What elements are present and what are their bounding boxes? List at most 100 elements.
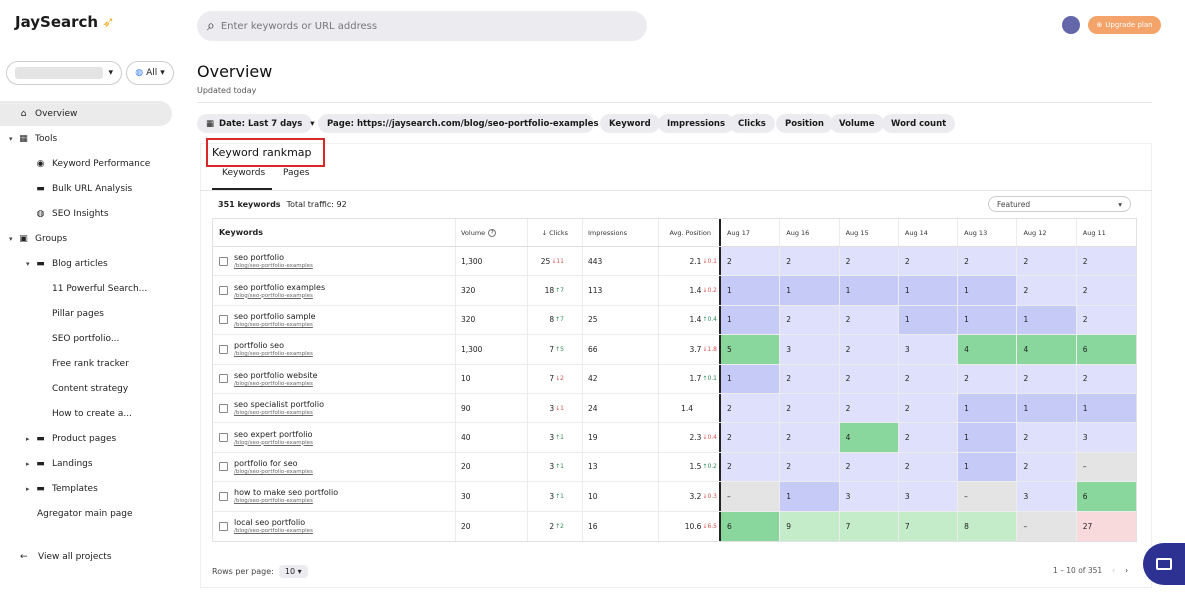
clicks-filter-chip[interactable]: Clicks — [729, 114, 775, 133]
volume-filter-chip[interactable]: Volume — [830, 114, 884, 133]
col-impressions[interactable]: Impressions — [583, 219, 659, 246]
col-avg-position[interactable]: Avg. Position — [659, 219, 721, 246]
sidebar-item-label: Overview — [35, 108, 78, 119]
sort-select[interactable]: Featured ▾ — [988, 196, 1131, 212]
search-bar[interactable]: ⌕ Enter keywords or URL address — [197, 11, 647, 41]
sidebar-item-groups[interactable]: ▾ ▣ Groups — [0, 226, 172, 251]
sidebar-item-blog-articles[interactable]: ▾ ▬ Blog articles — [0, 251, 172, 276]
rank-cell: 2 — [1076, 364, 1137, 393]
table-row[interactable]: local seo portfolio/blog/seo-portfolio-e… — [213, 511, 1137, 541]
sidebar-item-overview[interactable]: ⌂ Overview — [0, 101, 172, 126]
row-checkbox[interactable] — [219, 315, 228, 325]
row-checkbox[interactable] — [219, 521, 228, 531]
caret-down-icon[interactable]: ▾ — [9, 234, 13, 243]
rank-cell: 7 — [898, 511, 959, 541]
sidebar-item-11-powerful-search[interactable]: 11 Powerful Search... — [0, 276, 172, 301]
col-keywords[interactable]: Keywords — [213, 219, 456, 246]
keyword-url-link[interactable]: /blog/seo-portfolio-examples — [234, 321, 313, 328]
keyword-summary: 351 keywords Total traffic: 92 — [218, 200, 347, 209]
caret-right-icon[interactable]: ▸ — [26, 459, 30, 468]
impressions-filter-chip[interactable]: Impressions — [658, 114, 735, 133]
sidebar-item-tools[interactable]: ▾ ▦ Tools — [0, 126, 172, 151]
sidebar-item-pillar-pages[interactable]: Pillar pages — [0, 301, 172, 326]
sidebar-item-product-pages[interactable]: ▸ ▬ Product pages — [0, 426, 172, 451]
table-row[interactable]: portfolio seo/blog/seo-portfolio-example… — [213, 335, 1137, 365]
rank-cell: 4 — [839, 423, 899, 452]
keyword-url-link[interactable]: /blog/seo-portfolio-examples — [234, 351, 313, 358]
rank-cell: 1 — [720, 276, 781, 305]
keyword-url-link[interactable]: /blog/seo-portfolio-examples — [234, 468, 313, 475]
sidebar-item-templates[interactable]: ▸ ▬ Templates — [0, 476, 172, 501]
keyword-name: seo portfolio — [234, 253, 284, 263]
tab-pages[interactable]: Pages — [283, 168, 310, 178]
sidebar-item-keyword-performance[interactable]: ◉ Keyword Performance — [0, 151, 172, 176]
sidebar-item-label: Groups — [35, 233, 68, 244]
chevron-down-icon: ▾ — [160, 68, 165, 78]
table-row[interactable]: seo specialist portfolio/blog/seo-portfo… — [213, 393, 1137, 424]
scope-select[interactable]: ◍ All ▾ — [126, 61, 174, 85]
row-checkbox[interactable] — [219, 433, 228, 443]
row-checkbox[interactable] — [219, 491, 228, 501]
word-count-filter-chip[interactable]: Word count — [882, 114, 956, 133]
rank-cell: 2 — [1017, 423, 1077, 452]
table-row[interactable]: seo portfolio website/blog/seo-portfolio… — [213, 364, 1137, 394]
sidebar-item-label: Agregator main page — [37, 508, 133, 519]
clicks-delta: ↑7 — [555, 316, 564, 324]
tab-keywords[interactable]: Keywords — [222, 168, 266, 178]
rank-cell: 1 — [720, 305, 781, 335]
position-filter-chip[interactable]: Position — [776, 114, 833, 133]
rank-cell: 2 — [898, 393, 959, 423]
keyword-url-link[interactable]: /blog/seo-portfolio-examples — [234, 380, 313, 387]
sidebar-item-label: Pillar pages — [52, 308, 104, 319]
keyword-url-link[interactable]: /blog/seo-portfolio-examples — [234, 439, 313, 446]
sidebar-item-how-to-create-a[interactable]: How to create a... — [0, 401, 172, 426]
date-filter-chip[interactable]: ▦ Date: Last 7 days ▾ — [197, 114, 315, 133]
page-filter-chip[interactable]: Page: https://jaysearch.com/blog/seo-por… — [318, 114, 614, 133]
row-checkbox[interactable] — [219, 462, 228, 472]
app-logo[interactable]: JaySearch ➶ — [15, 13, 115, 31]
rows-per-page-select[interactable]: 10 ▾ — [278, 565, 308, 578]
col-volume[interactable]: Volume? — [456, 219, 528, 246]
keyword-url-link[interactable]: /blog/seo-portfolio-examples — [234, 410, 313, 417]
table-row[interactable]: how to make seo portfolio/blog/seo-portf… — [213, 482, 1137, 512]
table-row[interactable]: seo portfolio/blog/seo-portfolio-example… — [213, 247, 1137, 277]
table-row[interactable]: seo expert portfolio/blog/seo-portfolio-… — [213, 423, 1137, 453]
upgrade-button[interactable]: ⊕ Upgrade plan — [1088, 16, 1161, 34]
sidebar-item-landings[interactable]: ▸ ▬ Landings — [0, 451, 172, 476]
col-clicks[interactable]: ↓ Clicks — [528, 219, 583, 246]
avatar[interactable] — [1062, 16, 1080, 34]
help-icon[interactable]: ? — [488, 228, 497, 237]
keyword-filter-chip[interactable]: Keyword — [600, 114, 660, 133]
caret-down-icon[interactable]: ▾ — [26, 259, 30, 268]
caret-down-icon[interactable]: ▾ — [9, 134, 13, 143]
sidebar-item-bulk-url-analysis[interactable]: ▬ Bulk URL Analysis — [0, 176, 172, 201]
view-all-projects-link[interactable]: ← View all projects — [20, 552, 112, 562]
sidebar-item-seo-insights[interactable]: ◍ SEO Insights — [0, 201, 172, 226]
sidebar-item-agregator-main-page[interactable]: Agregator main page — [0, 501, 172, 526]
keyword-url-link[interactable]: /blog/seo-portfolio-examples — [234, 263, 313, 270]
position-cell: 1.5 ↑0.2 — [659, 452, 721, 482]
prev-page-icon[interactable]: ‹ — [1112, 566, 1116, 575]
keyword-url-link[interactable]: /blog/seo-portfolio-examples — [234, 498, 313, 505]
row-checkbox[interactable] — [219, 344, 228, 354]
keyword-url-link[interactable]: /blog/seo-portfolio-examples — [234, 292, 313, 299]
row-checkbox[interactable] — [219, 256, 228, 266]
keyword-url-link[interactable]: /blog/seo-portfolio-examples — [234, 528, 313, 535]
table-row[interactable]: seo portfolio examples/blog/seo-portfoli… — [213, 276, 1137, 306]
chat-button[interactable] — [1143, 543, 1185, 585]
rank-cell: 1 — [720, 364, 781, 393]
sidebar-item-content-strategy[interactable]: Content strategy — [0, 376, 172, 401]
caret-right-icon[interactable]: ▸ — [26, 434, 30, 443]
sidebar-item-free-rank-tracker[interactable]: Free rank tracker — [0, 351, 172, 376]
row-checkbox[interactable] — [219, 374, 228, 384]
search-input[interactable]: Enter keywords or URL address — [220, 20, 378, 32]
table-header-row: Keywords Volume? ↓ Clicks Impressions Avg… — [213, 219, 1136, 247]
caret-right-icon[interactable]: ▸ — [26, 484, 30, 493]
next-page-icon[interactable]: › — [1125, 566, 1129, 575]
table-row[interactable]: seo portfolio sample/blog/seo-portfolio-… — [213, 305, 1137, 336]
table-row[interactable]: portfolio for seo/blog/seo-portfolio-exa… — [213, 452, 1137, 483]
project-select[interactable]: ▾ — [6, 61, 122, 85]
row-checkbox[interactable] — [219, 403, 228, 413]
sidebar-item-seo-portfolio[interactable]: SEO portfolio... — [0, 326, 172, 351]
row-checkbox[interactable] — [219, 286, 228, 296]
